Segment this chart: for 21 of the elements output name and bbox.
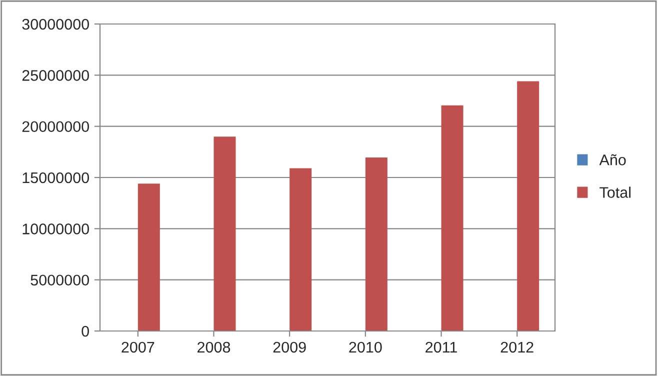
x-tick-label: 2009 (273, 342, 306, 353)
legend-label: Total (600, 186, 630, 198)
bar (517, 81, 540, 331)
y-tick-label: 5000000 (30, 274, 89, 286)
x-tick-label: 2012 (500, 342, 534, 353)
x-tick-label: 2008 (198, 342, 230, 353)
bar (290, 168, 312, 331)
x-tick-label: 2010 (349, 342, 382, 353)
y-tick-label: 25000000 (22, 70, 89, 81)
y-tick-label: 10000000 (22, 224, 89, 234)
bar (441, 105, 464, 331)
bar (365, 158, 388, 331)
bar (138, 184, 160, 331)
x-tick-label: 2011 (426, 342, 457, 353)
bar (214, 136, 236, 331)
y-tick-label: 15000000 (22, 172, 89, 184)
x-tick-label: 2007 (122, 342, 154, 353)
legend-label: Año (599, 154, 626, 166)
y-tick-label: 30000000 (22, 18, 89, 30)
y-tick-label: 20000000 (22, 121, 89, 132)
y-tick-label: 0 (82, 326, 89, 337)
